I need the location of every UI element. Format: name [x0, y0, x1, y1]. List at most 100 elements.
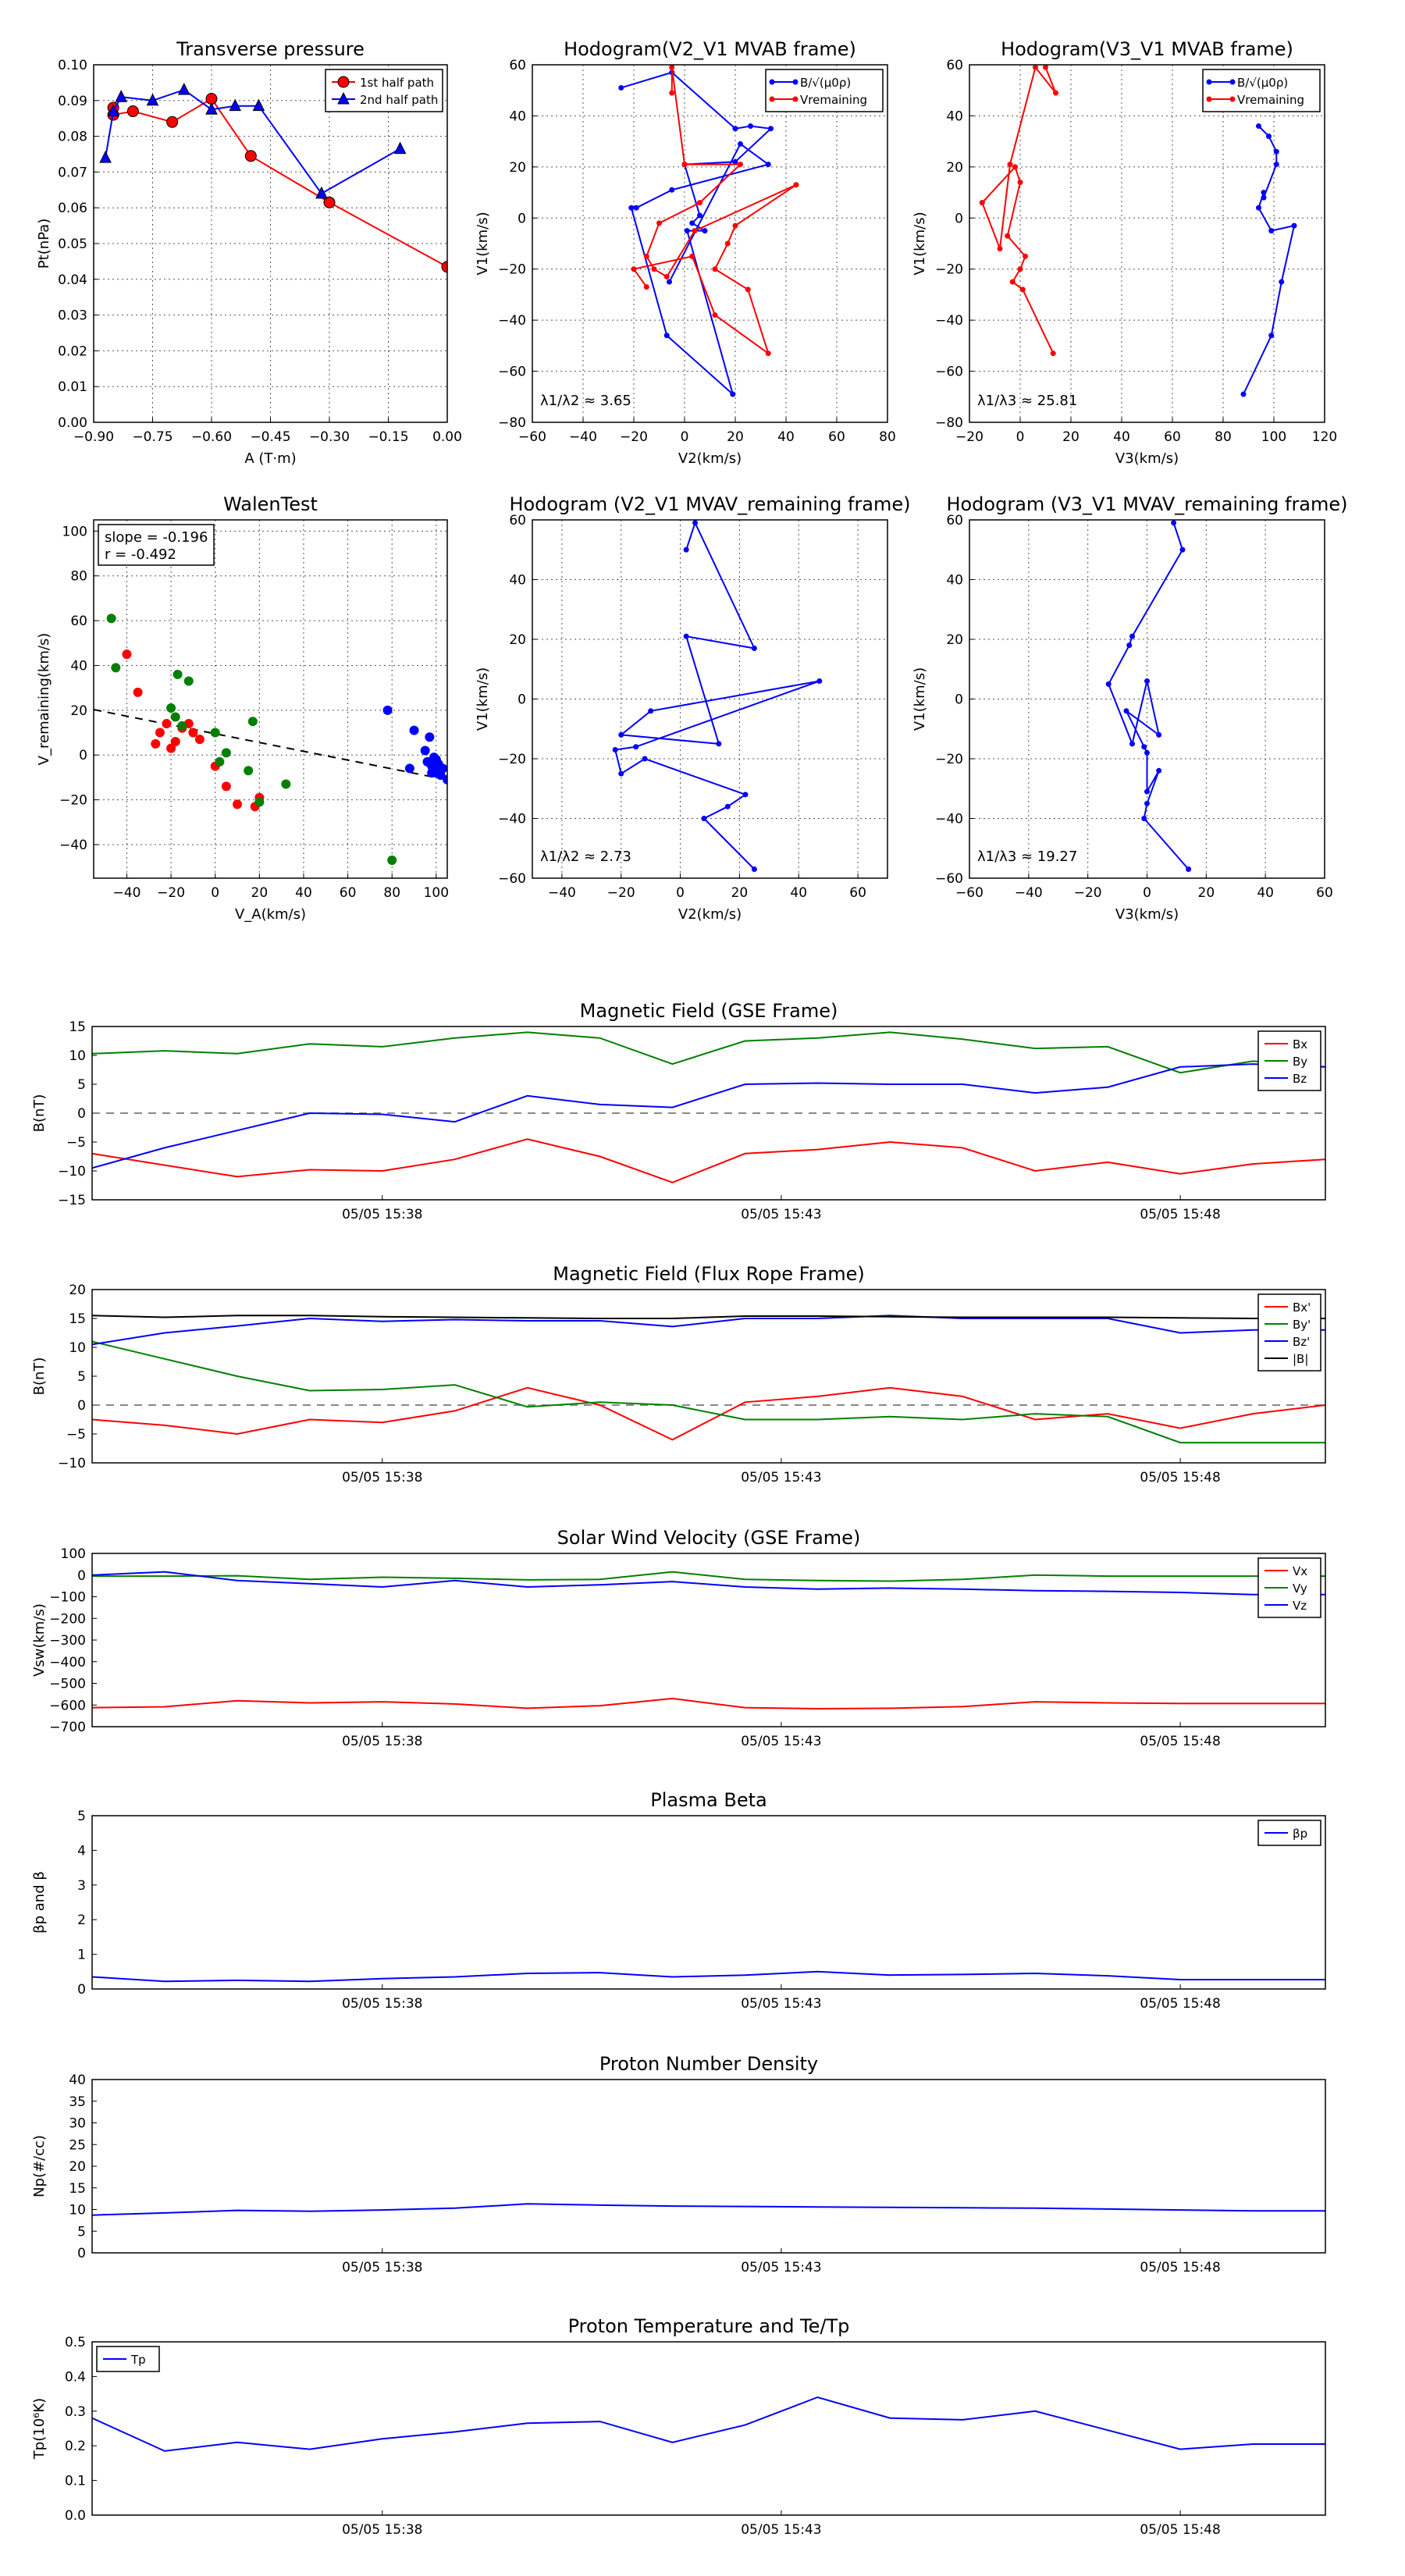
x-tick-label: 05/05 15:43	[741, 1996, 821, 2012]
plot-area	[92, 2203, 1325, 2216]
data-point	[768, 126, 774, 132]
data-point	[667, 279, 672, 285]
data-point	[221, 781, 231, 792]
data-point	[697, 200, 702, 206]
y-tick-label: 0.05	[58, 237, 87, 252]
data-point	[420, 745, 430, 756]
x-tick-label: 60	[340, 885, 357, 901]
plot-area	[94, 614, 447, 878]
chart-9: Plasma Beta 05/05 15:38 05/05 15:43 05/05 1…	[31, 1789, 1326, 2012]
series-line-0	[92, 1970, 1325, 1983]
y-tick-label: −400	[49, 1655, 86, 1670]
data-point	[205, 102, 218, 115]
x-axis-label: V2(km/s)	[678, 450, 742, 467]
legend-marker	[337, 91, 350, 105]
data-point	[221, 748, 231, 758]
y-tick-label: 0.09	[58, 94, 87, 109]
y-tick-label: 20	[946, 160, 963, 176]
x-tick-label: 40	[1113, 429, 1130, 445]
data-point	[628, 205, 635, 211]
y-tick-label: −10	[58, 1456, 86, 1471]
y-axis-label: Vsw(km/s)	[31, 1603, 48, 1677]
plot-frame	[91, 1815, 1326, 1990]
y-tick-label: 0.00	[58, 415, 87, 431]
plot-frame	[93, 64, 448, 423]
y-tick-label: −100	[49, 1590, 86, 1606]
series-line-0	[92, 1697, 1325, 1710]
y-tick-label: 0	[955, 211, 963, 226]
legend-marker	[337, 76, 350, 88]
x-tick-label: 05/05 15:48	[1140, 2522, 1220, 2538]
y-tick-label: 0.03	[58, 308, 87, 324]
y-tick-label: 2	[77, 1912, 86, 1928]
x-tick-label: −20	[1074, 885, 1102, 901]
legend-marker	[769, 79, 775, 85]
data-point	[1017, 179, 1023, 185]
x-tick-label: 0	[1143, 885, 1151, 901]
y-tick-label: 0.1	[65, 2474, 86, 2489]
series-line-3	[92, 1315, 1325, 1319]
plot-area	[92, 1571, 1325, 1710]
chart-title: Transverse pressure	[176, 38, 365, 60]
y-tick-label: −40	[59, 838, 87, 853]
legend-marker	[769, 96, 775, 102]
data-point	[315, 186, 328, 199]
plot-area	[92, 1031, 1325, 1183]
y-tick-label: −60	[935, 365, 963, 380]
x-tick-label: 05/05 15:43	[741, 1470, 821, 1485]
data-point	[712, 266, 718, 272]
data-point	[684, 228, 690, 234]
y-tick-label: 20	[946, 632, 963, 648]
x-tick-label: 20	[731, 885, 749, 901]
legend-label: B/√(μ0ρ)	[1237, 76, 1288, 90]
plot-area	[612, 520, 823, 873]
x-tick-label: −60	[518, 429, 546, 445]
data-point	[1256, 123, 1261, 130]
x-tick-label: 05/05 15:48	[1140, 1470, 1220, 1485]
x-tick-label: 40	[777, 429, 795, 445]
x-tick-label: 0	[681, 429, 689, 445]
x-tick-label: 20	[727, 429, 744, 445]
data-point	[146, 93, 159, 106]
data-point	[409, 725, 419, 735]
y-axis-label: V1(km/s)	[475, 667, 491, 731]
data-point	[1126, 642, 1133, 649]
chart-title: Hodogram (V2_V1 MVAV_remaining frame)	[509, 493, 910, 515]
series-line-1	[632, 67, 797, 356]
y-tick-label: 40	[509, 573, 526, 589]
data-point	[669, 187, 675, 193]
stats-box	[98, 524, 215, 566]
data-point	[732, 126, 738, 132]
y-tick-label: 0	[77, 1106, 86, 1122]
x-tick-label: 60	[849, 885, 866, 901]
y-tick-label: 0	[79, 748, 87, 763]
x-tick-label: 100	[424, 885, 449, 901]
data-point	[712, 312, 718, 318]
legend-label: B/√(μ0ρ)	[800, 76, 851, 90]
legend-label: Tp	[130, 2353, 146, 2367]
data-point	[122, 649, 132, 660]
data-point	[107, 104, 119, 117]
series-line-0	[92, 1138, 1325, 1183]
y-tick-label: 5	[77, 1369, 86, 1385]
y-tick-label: 1	[77, 1948, 86, 1963]
data-point	[1050, 350, 1056, 357]
data-point	[612, 747, 618, 753]
y-tick-label: −80	[935, 415, 963, 431]
y-axis-label: Np(#/cc)	[31, 2135, 48, 2197]
plot-frame	[91, 2079, 1326, 2254]
data-point	[997, 246, 1003, 252]
data-point	[155, 728, 165, 738]
legend: B/√(μ0ρ) Vremaining	[765, 69, 884, 112]
data-point	[633, 205, 639, 211]
data-point	[173, 669, 183, 679]
data-point	[1186, 866, 1192, 873]
data-point	[732, 158, 738, 165]
data-point	[648, 708, 654, 714]
data-point	[99, 150, 112, 163]
plot-frame	[91, 2341, 1326, 2516]
x-tick-label: −60	[955, 885, 984, 901]
plot-frame	[91, 1026, 1326, 1201]
data-point	[244, 150, 257, 162]
